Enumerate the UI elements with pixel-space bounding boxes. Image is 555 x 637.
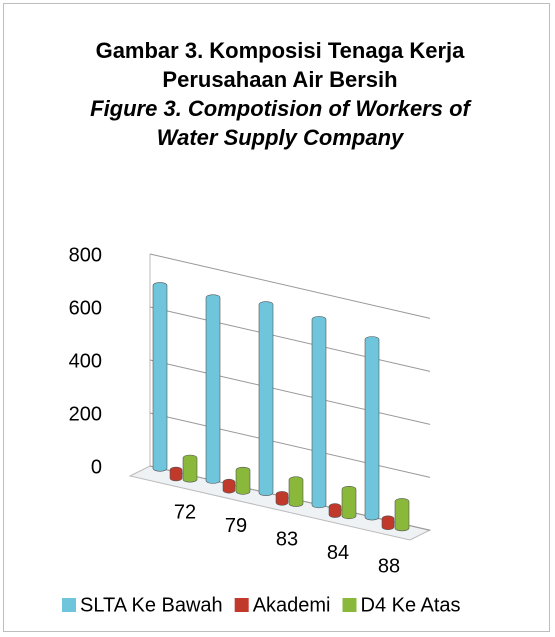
x-tick-label: 84 [327, 542, 349, 564]
legend-label: D4 Ke Atas [361, 594, 461, 616]
chart-frame [3, 3, 550, 632]
bar [311, 316, 327, 509]
x-tick-label: 79 [225, 515, 247, 537]
y-tick-label: 800 [69, 244, 102, 266]
chart-title: Gambar 3. Komposisi Tenaga Kerja Perusah… [95, 38, 465, 92]
bar [258, 301, 274, 496]
bar [381, 515, 395, 531]
legend-label: SLTA Ke Bawah [80, 594, 223, 616]
bar [205, 294, 221, 484]
x-tick-label: 88 [378, 555, 400, 577]
legend-swatch [62, 598, 76, 612]
legend-label: Akademi [253, 594, 331, 616]
bar [235, 466, 251, 495]
bar [394, 498, 410, 532]
bar [275, 491, 289, 506]
bar [182, 454, 198, 483]
bar [222, 478, 236, 494]
x-tick-label: 83 [276, 528, 298, 550]
bar [341, 485, 357, 520]
y-tick-label: 400 [69, 350, 102, 372]
y-tick-label: 200 [69, 403, 102, 425]
grid-line [149, 253, 431, 319]
bar [169, 466, 183, 482]
bar [364, 336, 380, 521]
legend-swatch [342, 598, 357, 612]
grid-line [149, 306, 431, 372]
chart-subtitle: Figure 3. Compotision of Workers of Wate… [90, 96, 470, 150]
y-tick-label: 600 [69, 297, 102, 319]
bar [152, 282, 168, 472]
x-tick-label: 72 [174, 501, 196, 523]
bar [328, 503, 342, 518]
grid-line [149, 412, 431, 478]
grid-line [149, 359, 431, 425]
y-tick-label: 0 [91, 456, 102, 478]
bar [288, 476, 304, 507]
legend-swatch [234, 598, 249, 612]
